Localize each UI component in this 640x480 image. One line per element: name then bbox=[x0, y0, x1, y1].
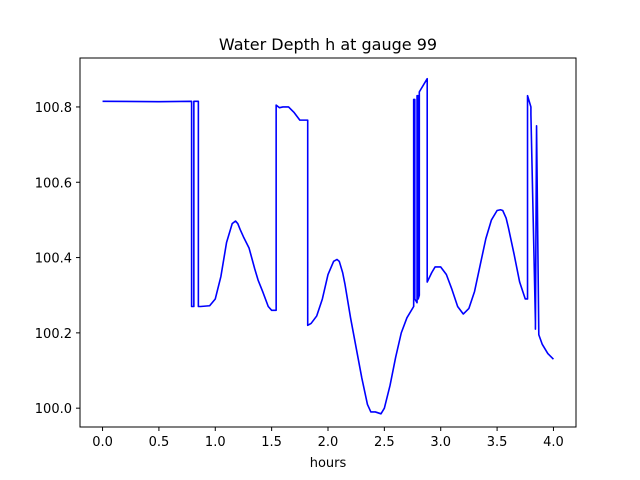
series-layer bbox=[102, 77, 555, 415]
x-tick-label: 3.5 bbox=[487, 435, 508, 450]
y-tick-label: 100.0 bbox=[35, 402, 72, 417]
x-tick-label: 0.5 bbox=[149, 435, 170, 450]
x-tick-label: 4.0 bbox=[543, 435, 564, 450]
series-line bbox=[102, 77, 555, 415]
y-tick-label: 100.2 bbox=[35, 327, 72, 342]
y-axis: 100.0 100.2 100.4 100.6 100.8 bbox=[35, 101, 80, 417]
y-tick-label: 100.4 bbox=[35, 252, 72, 267]
y-tick-label: 100.6 bbox=[35, 176, 72, 191]
x-tick-label: 2.0 bbox=[318, 435, 339, 450]
y-tick-label: 100.8 bbox=[35, 101, 72, 116]
x-tick-label: 1.5 bbox=[261, 435, 282, 450]
x-tick-label: 3.0 bbox=[430, 435, 451, 450]
chart-title: Water Depth h at gauge 99 bbox=[219, 35, 437, 54]
x-tick-label: 1.0 bbox=[205, 435, 226, 450]
x-axis-label: hours bbox=[310, 456, 347, 471]
x-tick-label: 2.5 bbox=[374, 435, 395, 450]
x-axis: 0.0 0.5 1.0 1.5 2.0 2.5 3.0 3.5 4.0 bbox=[92, 427, 564, 450]
x-tick-label: 0.0 bbox=[92, 435, 113, 450]
